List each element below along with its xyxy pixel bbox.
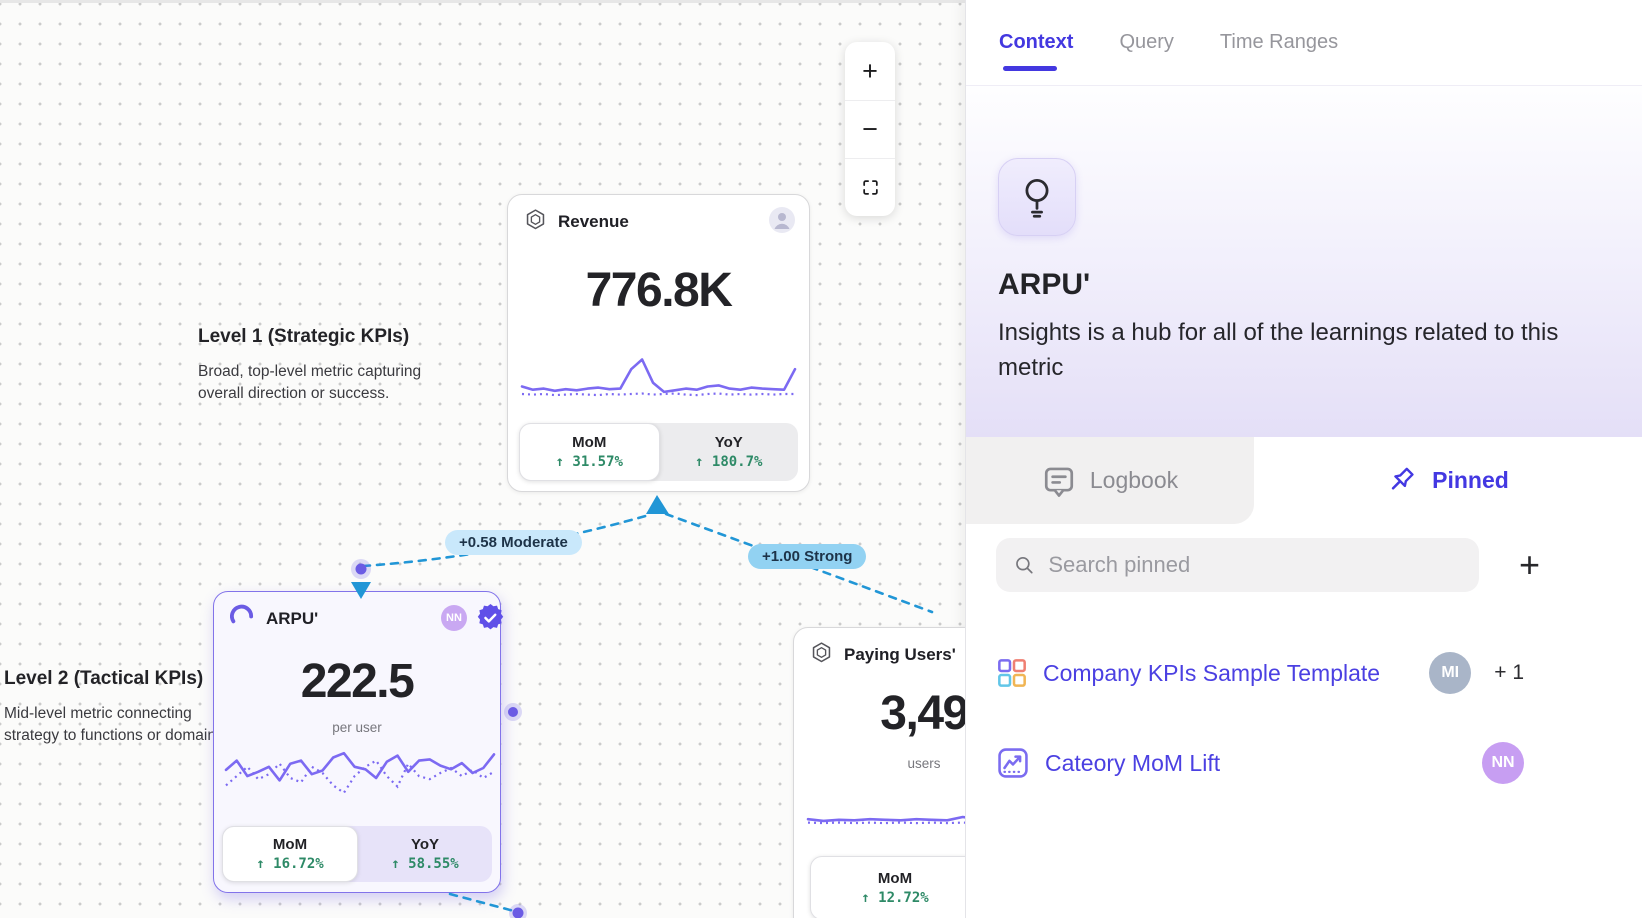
panel-subtab-bar: Logbook Pinned	[966, 437, 1642, 524]
edge-arrow-up	[646, 495, 669, 514]
pinned-items-list: Company KPIs Sample Template MI + 1 Cate…	[996, 648, 1524, 788]
metric-hexagon-icon	[810, 641, 833, 669]
metric-value: 222.5	[300, 655, 415, 708]
metric-unit: per user	[332, 720, 382, 735]
fullscreen-icon	[862, 180, 878, 195]
metric-card-paying-users[interactable]: Paying Users' 3,49 users MoM ↑ 12.72%	[793, 627, 965, 918]
subtab-pinned[interactable]: Pinned	[1254, 437, 1642, 524]
fullscreen-button[interactable]	[845, 158, 895, 216]
canvas-zoom-toolbar: + −	[845, 42, 895, 216]
add-pinned-button[interactable]: +	[1518, 544, 1540, 585]
search-pinned-input[interactable]	[1048, 552, 1461, 578]
mom-toggle[interactable]: MoM ↑ 16.72%	[222, 826, 358, 882]
period-toggle: MoM ↑ 12.72%	[810, 856, 965, 918]
metric-context-header: ARPU' Insights is a hub for all of the l…	[966, 86, 1642, 437]
subtab-logbook-label: Logbook	[1089, 467, 1179, 493]
avatar-mi[interactable]: MI	[1429, 652, 1472, 694]
pinned-search-box[interactable]	[996, 538, 1479, 592]
pinned-search-row: +	[996, 538, 1540, 592]
metric-value: 3,49	[880, 687, 965, 740]
sparkline-chart	[224, 751, 496, 795]
panel-tab-bar: Context Query Time Ranges	[966, 0, 1642, 86]
zoom-in-button[interactable]: +	[862, 55, 878, 86]
card-title: ARPU'	[266, 609, 319, 628]
pinned-item-template[interactable]: Company KPIs Sample Template MI + 1	[996, 648, 1524, 698]
connection-dot	[509, 904, 527, 918]
pinned-item-label[interactable]: Cateory MoM Lift	[1045, 749, 1221, 776]
owner-avatar-badge[interactable]: NN	[441, 605, 467, 631]
connection-dot	[504, 703, 522, 721]
level-1-description: Broad, top-level metric capturing overal…	[198, 363, 422, 402]
correlation-label-strong[interactable]: +1.00 Strong	[748, 544, 867, 569]
connection-dot	[351, 559, 371, 579]
period-toggle: MoM ↑ 16.72% YoY ↑ 58.55%	[222, 826, 492, 882]
yoy-toggle[interactable]: YoY ↑ 58.55%	[391, 836, 459, 872]
pinned-item-insight[interactable]: Cateory MoM Lift NN	[996, 738, 1524, 788]
avatar-nn[interactable]: NN	[1482, 742, 1524, 784]
period-toggle: MoM ↑ 31.57% YoY ↑ 180.7%	[519, 423, 798, 481]
card-title: Paying Users'	[844, 645, 956, 664]
extra-collaborators-count: + 1	[1494, 661, 1524, 684]
card-title: Revenue	[558, 212, 629, 231]
level-1-annotation: Level 1 (Strategic KPIs) Broad, top-leve…	[198, 326, 438, 405]
level-2-title: Level 2 (Tactical KPIs)	[4, 668, 204, 689]
metric-card-revenue[interactable]: Revenue 776.8K MoM ↑ 31.57% YoY ↑ 180.7%	[507, 194, 810, 492]
collaborator-avatar-icon	[769, 207, 795, 233]
zoom-out-button[interactable]: −	[845, 100, 895, 158]
subtab-logbook[interactable]: Logbook	[966, 437, 1254, 524]
context-side-panel: Context Query Time Ranges ARPU' Insights…	[965, 0, 1642, 918]
yoy-toggle[interactable]: YoY ↑ 180.7%	[695, 434, 763, 470]
metric-unit: users	[907, 756, 941, 771]
tab-query[interactable]: Query	[1119, 31, 1174, 53]
logbook-comment-icon	[1044, 467, 1073, 497]
metric-hexagon-icon	[524, 208, 547, 236]
verified-badge-icon	[477, 604, 504, 631]
metric-card-arpu[interactable]: ARPU' NN 222.5 per user MoM ↑ 16.72% YoY…	[213, 591, 504, 893]
correlation-label-moderate[interactable]: +0.58 Moderate	[445, 530, 582, 555]
metric-description: Insights is a hub for all of the learnin…	[998, 319, 1559, 381]
metric-title: ARPU'	[998, 268, 1091, 301]
lightbulb-icon	[998, 158, 1076, 236]
pushpin-icon	[1391, 467, 1414, 489]
level-2-annotation: Level 2 (Tactical KPIs) Mid-level metric…	[4, 668, 244, 747]
template-grid-icon	[998, 659, 1026, 687]
level-1-title: Level 1 (Strategic KPIs)	[198, 326, 410, 347]
pinned-item-label[interactable]: Company KPIs Sample Template	[1043, 659, 1381, 686]
sparkline-chart	[520, 358, 797, 397]
tab-time-ranges[interactable]: Time Ranges	[1219, 31, 1339, 53]
subtab-pinned-label: Pinned	[1432, 467, 1509, 493]
tab-context[interactable]: Context	[999, 31, 1074, 71]
search-icon	[1016, 556, 1033, 574]
arc-metric-icon	[230, 604, 255, 634]
sparkline-chart	[806, 815, 965, 825]
mom-toggle[interactable]: MoM ↑ 31.57%	[519, 423, 660, 481]
level-2-description: Mid-level metric connecting strategy to …	[4, 705, 229, 744]
mom-toggle[interactable]: MoM ↑ 12.72%	[810, 856, 965, 918]
metric-tree-canvas[interactable]: +0.58 Moderate +1.00 Strong Level 1 (Str…	[0, 0, 965, 918]
metric-value: 776.8K	[585, 264, 733, 317]
chart-lift-icon	[998, 748, 1028, 778]
